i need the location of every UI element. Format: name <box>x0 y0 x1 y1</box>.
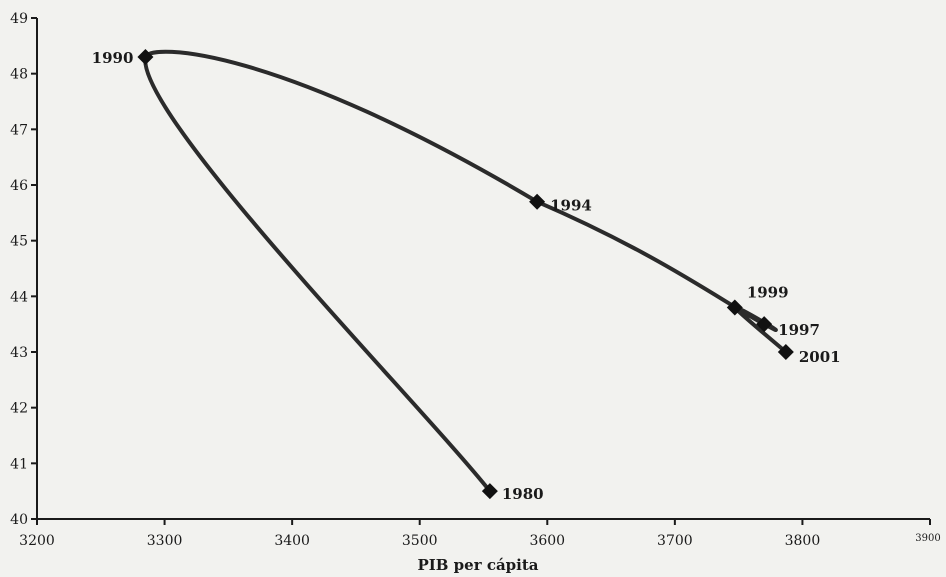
y-tick-label: 45 <box>10 234 28 250</box>
data-point-1997 <box>756 316 773 333</box>
series-line <box>143 49 788 494</box>
y-tick-label: 48 <box>10 67 28 83</box>
y-tick-label: 47 <box>10 122 28 138</box>
y-tick-label: 40 <box>10 512 28 528</box>
markers <box>137 48 794 500</box>
data-label-1990: 1990 <box>92 49 134 67</box>
x-tick-label: 3300 <box>147 533 183 549</box>
y-tick-label: 49 <box>10 11 28 27</box>
x-tick-label: 3600 <box>529 533 565 549</box>
y-tick-label: 42 <box>10 401 28 417</box>
x-ticks: 3200 3300 3400 3500 3600 3700 3800 3900 <box>19 519 941 549</box>
x-tick-label: 3200 <box>19 533 55 549</box>
data-label-1994: 1994 <box>550 197 592 215</box>
y-tick-label: 44 <box>10 289 28 305</box>
data-label-1999: 1999 <box>747 283 789 301</box>
point-labels: 1980 1990 1994 1997 1999 2001 <box>92 49 841 503</box>
x-tick-label: 3500 <box>402 533 438 549</box>
plot-area: 3200 3300 3400 3500 3600 3700 3800 3900 4041424… <box>10 11 941 549</box>
y-ticks: 40 41 42 43 44 45 46 47 48 49 <box>10 11 37 528</box>
x-tick-label: 3800 <box>785 533 821 549</box>
data-label-1980: 1980 <box>502 485 544 503</box>
x-axis-title: PIB per cápita <box>417 556 538 574</box>
data-point-2001 <box>777 344 794 360</box>
x-tick-label: 3900 <box>915 533 940 544</box>
y-tick-label: 41 <box>10 456 28 472</box>
x-tick-label: 3700 <box>657 533 693 549</box>
y-tick-label: 46 <box>10 178 28 194</box>
data-point-1994 <box>529 193 546 210</box>
data-point-1999 <box>726 299 743 316</box>
data-point-1980 <box>481 483 498 500</box>
data-point-1990 <box>137 48 154 65</box>
data-label-1997: 1997 <box>778 321 820 339</box>
data-label-2001: 2001 <box>799 348 841 366</box>
x-tick-label: 3400 <box>274 533 310 549</box>
y-tick-label: 43 <box>10 345 28 361</box>
